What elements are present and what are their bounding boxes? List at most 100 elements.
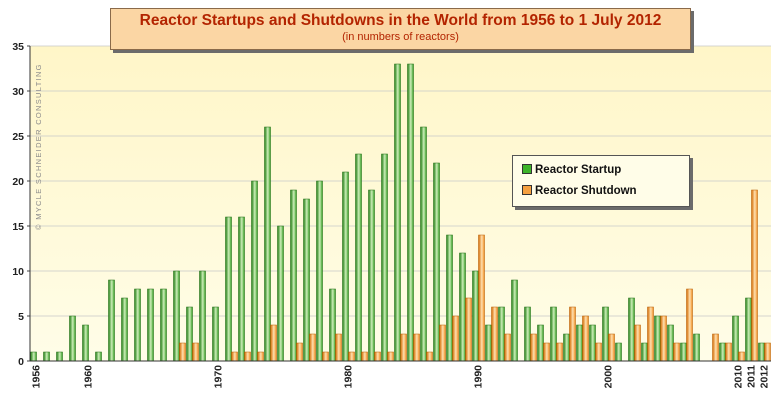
bar-shutdown-2003 [647, 306, 654, 362]
bar-startup-2011 [745, 297, 752, 362]
y-tick-label: 35 [12, 41, 24, 53]
bar-startup-1985 [407, 63, 414, 362]
bar-startup-1988 [446, 234, 453, 362]
bar-shutdown-1988 [452, 315, 459, 362]
y-tick-label: 30 [12, 86, 24, 98]
bar-startup-2002 [628, 297, 635, 362]
bar-shutdown-1986 [426, 351, 433, 362]
bar-startup-1982 [368, 189, 375, 362]
bar-startup-1956 [30, 351, 37, 362]
bar-shutdown-1991 [491, 306, 498, 362]
bar-shutdown-1996 [556, 342, 563, 362]
bar-shutdown-1976 [296, 342, 303, 362]
watermark: © MYCLE SCHNEIDER CONSULTING [34, 63, 43, 230]
bar-shutdown-1981 [361, 351, 368, 362]
x-tick-label-1956: 1956 [31, 365, 43, 389]
bar-startup-1977 [303, 198, 310, 362]
chart-title: Reactor Startups and Shutdowns in the Wo… [139, 12, 662, 29]
bar-shutdown-2012 [764, 342, 771, 362]
x-tick-label-1980: 1980 [343, 365, 355, 389]
legend-label-startup: Reactor Startup [535, 164, 622, 176]
bar-startup-1991 [485, 324, 492, 362]
bar-shutdown-1994 [530, 333, 537, 362]
bar-startup-1978 [316, 180, 323, 362]
legend-label-shutdown: Reactor Shutdown [535, 185, 637, 197]
bar-startup-1980 [342, 171, 349, 362]
y-tick-label: 20 [12, 176, 24, 188]
bar-startup-1970 [212, 306, 219, 362]
bar-startup-1964 [134, 288, 141, 362]
chart-subtitle: (in numbers of reactors) [342, 31, 459, 43]
bar-startup-1957 [43, 351, 50, 362]
bar-startup-2003 [641, 342, 648, 362]
legend-item-startup: Reactor Startup [522, 164, 621, 176]
bar-shutdown-1978 [322, 351, 329, 362]
bar-startup-1983 [381, 153, 388, 362]
bar-shutdown-1983 [387, 351, 394, 362]
bar-shutdown-1989 [465, 297, 472, 362]
bar-startup-1968 [186, 306, 193, 362]
y-tick-label: 5 [18, 311, 24, 323]
bar-shutdown-2005 [673, 342, 680, 362]
bar-shutdown-1967 [179, 342, 186, 362]
bar-startup-1976 [290, 189, 297, 362]
x-tick-label-2011: 2011 [746, 365, 758, 388]
bar-startup-1995 [537, 324, 544, 362]
bar-shutdown-1997 [569, 306, 576, 362]
bar-shutdown-1995 [543, 342, 550, 362]
bar-shutdown-1992 [504, 333, 511, 362]
bar-startup-2005 [667, 324, 674, 362]
bar-startup-1979 [329, 288, 336, 362]
bar-shutdown-1971 [231, 351, 238, 362]
bar-shutdown-1987 [439, 324, 446, 362]
legend-item-shutdown: Reactor Shutdown [522, 185, 637, 197]
bar-startup-2012 [758, 342, 765, 362]
bar-shutdown-1980 [348, 351, 355, 362]
bar-startup-1998 [576, 324, 583, 362]
bar-shutdown-1977 [309, 333, 316, 362]
bar-startup-2009 [719, 342, 726, 362]
bar-shutdown-2004 [660, 315, 667, 362]
x-tick-label-2010: 2010 [733, 365, 745, 389]
bar-startup-2000 [602, 306, 609, 362]
bar-startup-1960 [82, 324, 89, 362]
bar-shutdown-2009 [725, 342, 732, 362]
bar-shutdown-1985 [413, 333, 420, 362]
bar-startup-2010 [732, 315, 739, 362]
y-tick-label: 25 [12, 131, 24, 143]
bar-shutdown-2010 [738, 351, 745, 362]
bar-startup-1996 [550, 306, 557, 362]
legend: Reactor Startup Reactor Shutdown [512, 155, 690, 207]
y-tick-label: 0 [18, 356, 24, 368]
bar-shutdown-1974 [270, 324, 277, 362]
x-tick-label-1970: 1970 [213, 365, 225, 389]
bar-startup-1987 [433, 162, 440, 362]
bar-startup-1975 [277, 225, 284, 362]
bar-startup-1966 [160, 288, 167, 362]
bar-startup-1974 [264, 126, 271, 362]
bar-startup-2007 [693, 333, 700, 362]
bar-startup-1969 [199, 270, 206, 362]
bar-shutdown-2000 [608, 333, 615, 362]
bar-startup-1963 [121, 297, 128, 362]
bar-startup-1997 [563, 333, 570, 362]
chart-title-box: Reactor Startups and Shutdowns in the Wo… [110, 8, 691, 50]
x-tick-label-2000: 2000 [603, 365, 615, 389]
bar-shutdown-1972 [244, 351, 251, 362]
bar-startup-1993 [511, 279, 518, 362]
bar-startup-1959 [69, 315, 76, 362]
bar-shutdown-1968 [192, 342, 199, 362]
bar-startup-1990 [472, 270, 479, 362]
bar-startup-1999 [589, 324, 596, 362]
bar-startup-2001 [615, 342, 622, 362]
bar-shutdown-1990 [478, 234, 485, 362]
bar-startup-1984 [394, 63, 401, 362]
x-tick-label-1990: 1990 [473, 365, 485, 389]
legend-swatch-startup [522, 164, 532, 174]
bar-shutdown-1984 [400, 333, 407, 362]
bar-startup-1994 [524, 306, 531, 362]
bar-startup-1961 [95, 351, 102, 362]
bar-shutdown-1982 [374, 351, 381, 362]
bar-startup-1962 [108, 279, 115, 362]
